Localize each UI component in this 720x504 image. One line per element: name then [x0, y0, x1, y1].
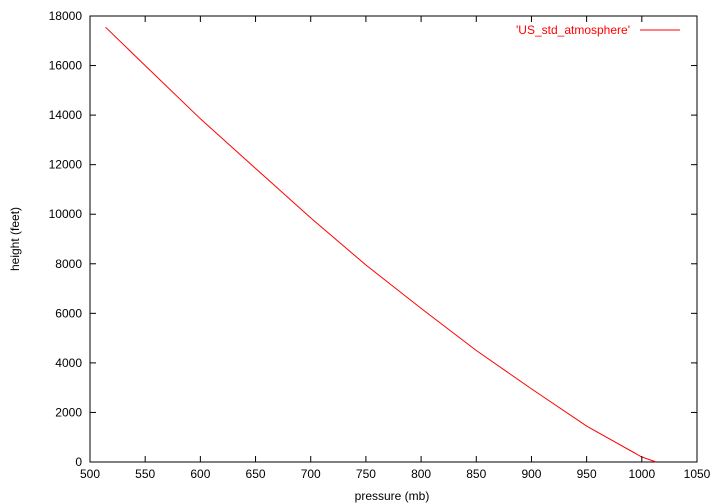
x-tick-label: 550 [135, 467, 155, 481]
x-tick-label: 1050 [684, 467, 711, 481]
y-tick-label: 18000 [49, 9, 83, 23]
x-tick-label: 750 [356, 467, 376, 481]
legend-label: 'US_std_atmosphere' [516, 23, 630, 37]
y-tick-label: 8000 [55, 257, 82, 271]
y-tick-label: 10000 [49, 207, 83, 221]
x-tick-label: 800 [411, 467, 431, 481]
y-tick-label: 0 [75, 455, 82, 469]
x-tick-label: 500 [80, 467, 100, 481]
y-tick-label: 14000 [49, 108, 83, 122]
y-tick-label: 4000 [55, 356, 82, 370]
y-axis-title: height (feet) [8, 207, 22, 271]
legend: 'US_std_atmosphere' [516, 23, 680, 37]
plot-frame [89, 15, 698, 463]
plot-area [89, 15, 698, 463]
x-tick-label: 900 [521, 467, 541, 481]
x-tick-label: 850 [466, 467, 486, 481]
series-line [105, 26, 657, 463]
x-axis-title: pressure (mb) [355, 489, 430, 503]
x-tick-label: 950 [577, 467, 597, 481]
x-tick-label: 700 [301, 467, 321, 481]
x-tick-label: 650 [246, 467, 266, 481]
series-layer [105, 26, 657, 463]
x-tick-label: 1000 [628, 467, 655, 481]
tick-layer: 500 550 600 650 700 750 800 850 900 950 1000 1050 0 2… [49, 9, 711, 481]
x-tick-label: 600 [190, 467, 210, 481]
y-tick-label: 2000 [55, 405, 82, 419]
y-tick-label: 6000 [55, 306, 82, 320]
y-tick-label: 16000 [49, 59, 83, 73]
y-tick-label: 12000 [49, 158, 83, 172]
